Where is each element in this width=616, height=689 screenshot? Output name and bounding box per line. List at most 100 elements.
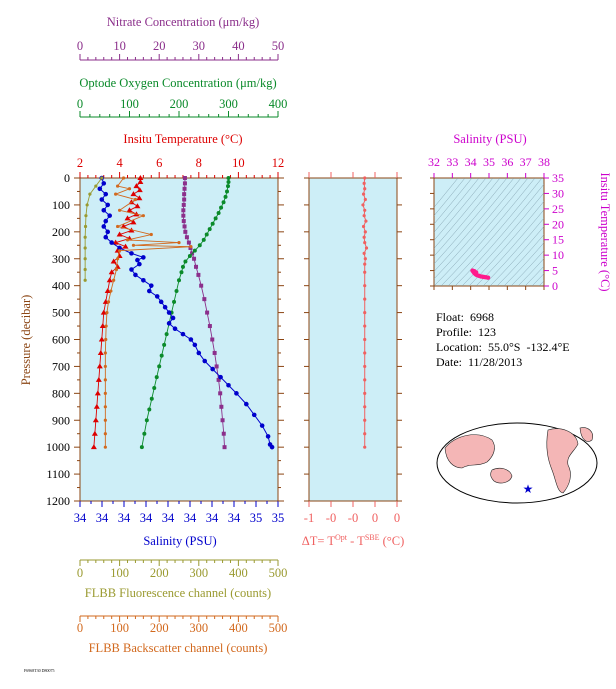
salinity-point [202,358,208,364]
oxygen-point [174,289,179,294]
salinity-tick-label: 34 [74,511,87,525]
nitrate-point [182,176,187,180]
delta-t-point [363,418,367,422]
temperature-point [90,444,97,450]
delta-t-point [363,187,367,191]
backscatter-line [104,177,191,448]
pressure-tick-label: 600 [52,333,70,347]
backscatter-point [177,241,181,245]
delta-t-point [363,364,367,369]
nitrate-point [183,229,188,234]
ts-density-contour [461,192,544,286]
nitrate-point [214,364,219,369]
salinity-point [117,245,122,251]
fluorescence-point [83,267,87,272]
nitrate-point [212,350,217,355]
delta-t-point [362,251,366,255]
temperature-point [122,243,129,249]
delta-t-point [363,197,367,202]
location: Location: 55.0°S -132.4°E [436,340,570,354]
fluorescence-tick-label: 300 [189,566,208,580]
salinity-point [226,382,231,388]
backscatter-point [133,197,138,202]
delta-t-tick-label: -1 [304,511,314,525]
salinity-point [129,251,134,256]
temperature-point [136,195,143,201]
nitrate-tick-label: 50 [272,39,285,53]
salinity-point [269,444,275,450]
float-location-marker: ★ [523,482,534,496]
salinity-point [188,337,194,342]
oxygen-point [139,445,144,450]
oxygen-point [149,396,154,401]
salinity-point [141,255,146,260]
salinity-point [154,294,160,299]
ts-density-contour [434,178,515,272]
nitrate-tick-label: 0 [77,39,83,53]
ts-density-contour [434,178,522,280]
salinity-tick-label: 35 [250,511,263,525]
oxygen-point [213,216,218,221]
ts-y-tick-label: 20 [552,217,564,231]
delta-t-point [363,270,367,274]
backscatter-point [131,243,136,247]
temperature-axis-label: Insitu Temperature (°C) [123,132,242,146]
backscatter-point [116,224,120,229]
temperature-point [110,258,117,264]
oxygen-point [207,227,212,232]
backscatter-point [106,300,111,304]
ts-density-contour [510,250,544,286]
nitrate-point [199,283,204,288]
salinity-tick-label: 35 [272,511,285,525]
backscatter-point [141,214,145,218]
delta-t-point [363,445,367,449]
nitrate-point [181,208,186,213]
backscatter-point [103,418,107,422]
delta-t-tick-label: 0 [394,511,400,525]
oxygen-point [187,254,192,259]
fluorescence-point [85,203,89,207]
salinity-point [218,374,223,380]
temperature-tick-label: 6 [156,156,162,170]
ts-density-contour [434,178,529,286]
salinity-point [105,202,111,208]
ts-density-contour [489,226,544,286]
nitrate-point [182,197,187,202]
temperature-point [99,323,106,329]
backscatter-point [103,351,107,355]
oxygen-tick-label: 0 [77,97,83,111]
ts-density-contour [531,273,544,286]
pressure-tick-label: 0 [64,171,70,185]
backscatter-tick-label: 100 [110,621,129,635]
delta-t-label-part: Opt [335,533,348,542]
oxygen-point [147,407,152,412]
delta-t-plot-area [308,177,398,502]
delta-t-point [361,224,366,229]
salinity-point [109,240,114,245]
backscatter-point [103,391,107,395]
ts-y-tick-label: 5 [552,264,558,278]
oxygen-point [226,176,231,180]
nitrate-point [216,377,221,382]
salinity-tick-label: 34 [184,511,197,525]
ts-y-tick-label: 10 [552,248,564,262]
ts-x-tick-label: 33 [446,155,458,169]
fluorescence-tick-label: 100 [110,566,129,580]
temperature-tick-label: 8 [196,156,202,170]
fluorescence-point [84,214,88,218]
oxygen-tick-label: 400 [269,97,288,111]
backscatter-point [105,310,109,315]
oxygen-point [164,332,169,337]
nitrate-point [196,272,201,277]
fluorescence-axis-label: FLBB Fluorescence channel (counts) [85,586,271,600]
salinity-point [135,257,140,263]
temperature-point [94,390,101,396]
nitrate-point [182,192,187,197]
oxygen-point [201,237,206,242]
ts-temperature-axis-label: Insitu Temperature (°C) [598,172,612,291]
delta-t-label-part: ΔT= T [302,534,336,548]
oxygen-point [180,264,185,269]
delta-t-point [363,378,367,382]
delta-t-point [363,241,367,245]
